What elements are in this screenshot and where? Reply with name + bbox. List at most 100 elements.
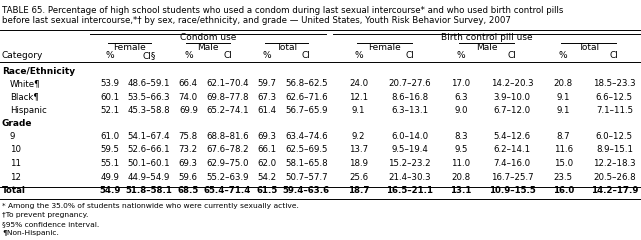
Text: CI: CI <box>405 52 414 60</box>
Text: 11.0: 11.0 <box>451 159 470 168</box>
Text: Total: Total <box>276 42 297 52</box>
Text: CI§: CI§ <box>142 52 156 60</box>
Text: 55.2–63.9: 55.2–63.9 <box>206 173 249 181</box>
Text: 17.0: 17.0 <box>451 79 470 88</box>
Text: 62.0: 62.0 <box>258 159 276 168</box>
Text: ¶Non-Hispanic.: ¶Non-Hispanic. <box>2 230 59 236</box>
Text: 9.1: 9.1 <box>556 92 570 102</box>
Text: Hispanic: Hispanic <box>10 106 47 115</box>
Text: CI: CI <box>610 52 619 60</box>
Text: Female: Female <box>368 42 401 52</box>
Text: 21.4–30.3: 21.4–30.3 <box>388 173 431 181</box>
Text: TABLE 65. Percentage of high school students who used a condom during last sexua: TABLE 65. Percentage of high school stud… <box>2 6 563 15</box>
Text: 9.5–19.4: 9.5–19.4 <box>391 145 428 155</box>
Text: 69.9: 69.9 <box>179 106 198 115</box>
Text: CI: CI <box>302 52 311 60</box>
Text: 52.6–66.1: 52.6–66.1 <box>128 145 171 155</box>
Text: 12.1: 12.1 <box>349 92 368 102</box>
Text: White¶: White¶ <box>10 79 40 88</box>
Text: 16.5–21.1: 16.5–21.1 <box>387 186 433 195</box>
Text: 54.2: 54.2 <box>258 173 276 181</box>
Text: 56.8–62.5: 56.8–62.5 <box>285 79 328 88</box>
Text: 10: 10 <box>10 145 21 155</box>
Text: 56.7–65.9: 56.7–65.9 <box>285 106 328 115</box>
Text: Race/Ethnicity: Race/Ethnicity <box>2 66 75 76</box>
Text: 23.5: 23.5 <box>554 173 573 181</box>
Text: 20.5–26.8: 20.5–26.8 <box>593 173 636 181</box>
Text: 18.7: 18.7 <box>348 186 369 195</box>
Text: 9: 9 <box>10 132 15 141</box>
Text: 11.6: 11.6 <box>554 145 573 155</box>
Text: 13.7: 13.7 <box>349 145 368 155</box>
Text: 6.3–13.1: 6.3–13.1 <box>391 106 428 115</box>
Text: 65.2–74.1: 65.2–74.1 <box>206 106 249 115</box>
Text: %: % <box>354 52 363 60</box>
Text: 16.0: 16.0 <box>553 186 574 195</box>
Text: 9.1: 9.1 <box>556 106 570 115</box>
Text: 69.8–77.8: 69.8–77.8 <box>206 92 249 102</box>
Text: 59.5: 59.5 <box>100 145 119 155</box>
Text: 12: 12 <box>10 173 21 181</box>
Text: 74.0: 74.0 <box>179 92 198 102</box>
Text: 18.9: 18.9 <box>349 159 368 168</box>
Text: 6.2–14.1: 6.2–14.1 <box>494 145 531 155</box>
Text: 65.4–71.4: 65.4–71.4 <box>204 186 251 195</box>
Text: 6.0–14.0: 6.0–14.0 <box>391 132 428 141</box>
Text: 8.6–16.8: 8.6–16.8 <box>391 92 428 102</box>
Text: 11: 11 <box>10 159 21 168</box>
Text: 45.3–58.8: 45.3–58.8 <box>128 106 171 115</box>
Text: 20.8: 20.8 <box>451 173 470 181</box>
Text: 53.5–66.3: 53.5–66.3 <box>128 92 171 102</box>
Text: %: % <box>105 52 114 60</box>
Text: 69.3: 69.3 <box>179 159 198 168</box>
Text: 9.0: 9.0 <box>454 106 468 115</box>
Text: Male: Male <box>197 42 219 52</box>
Text: Female: Female <box>113 42 146 52</box>
Text: 9.2: 9.2 <box>352 132 365 141</box>
Text: 15.2–23.2: 15.2–23.2 <box>388 159 431 168</box>
Text: 14.2–20.3: 14.2–20.3 <box>491 79 533 88</box>
Text: 62.9–75.0: 62.9–75.0 <box>206 159 249 168</box>
Text: Category: Category <box>2 52 44 60</box>
Text: 20.7–27.6: 20.7–27.6 <box>388 79 431 88</box>
Text: 7.1–11.5: 7.1–11.5 <box>596 106 633 115</box>
Text: 50.1–60.1: 50.1–60.1 <box>128 159 171 168</box>
Text: 66.1: 66.1 <box>258 145 276 155</box>
Text: 6.0–12.5: 6.0–12.5 <box>596 132 633 141</box>
Text: 61.5: 61.5 <box>256 186 278 195</box>
Text: 8.9–15.1: 8.9–15.1 <box>596 145 633 155</box>
Text: 44.9–54.9: 44.9–54.9 <box>128 173 171 181</box>
Text: 62.6–71.6: 62.6–71.6 <box>285 92 328 102</box>
Text: Total: Total <box>2 186 26 195</box>
Text: §95% confidence interval.: §95% confidence interval. <box>2 221 99 227</box>
Text: 60.1: 60.1 <box>100 92 119 102</box>
Text: 50.7–57.7: 50.7–57.7 <box>285 173 328 181</box>
Text: 25.6: 25.6 <box>349 173 368 181</box>
Text: 16.7–25.7: 16.7–25.7 <box>491 173 533 181</box>
Text: 59.7: 59.7 <box>258 79 276 88</box>
Text: %: % <box>456 52 465 60</box>
Text: Total: Total <box>578 42 599 52</box>
Text: 3.9–10.0: 3.9–10.0 <box>494 92 531 102</box>
Text: 68.5: 68.5 <box>178 186 199 195</box>
Text: 73.2: 73.2 <box>179 145 198 155</box>
Text: Grade: Grade <box>2 120 33 128</box>
Text: 75.8: 75.8 <box>179 132 198 141</box>
Text: 58.1–65.8: 58.1–65.8 <box>285 159 328 168</box>
Text: Male: Male <box>476 42 497 52</box>
Text: 10.9–15.5: 10.9–15.5 <box>488 186 535 195</box>
Text: %: % <box>184 52 193 60</box>
Text: 59.6: 59.6 <box>179 173 198 181</box>
Text: 8.3: 8.3 <box>454 132 468 141</box>
Text: 54.1–67.4: 54.1–67.4 <box>128 132 171 141</box>
Text: 9.1: 9.1 <box>352 106 365 115</box>
Text: 9.5: 9.5 <box>454 145 468 155</box>
Text: CI: CI <box>223 52 232 60</box>
Text: 67.3: 67.3 <box>258 92 276 102</box>
Text: 5.4–12.6: 5.4–12.6 <box>494 132 531 141</box>
Text: 6.7–12.0: 6.7–12.0 <box>494 106 531 115</box>
Text: before last sexual intercourse,*† by sex, race/ethnicity, and grade — United Sta: before last sexual intercourse,*† by sex… <box>2 16 511 25</box>
Text: 6.3: 6.3 <box>454 92 468 102</box>
Text: 66.4: 66.4 <box>179 79 198 88</box>
Text: †To prevent pregnancy.: †To prevent pregnancy. <box>2 212 88 218</box>
